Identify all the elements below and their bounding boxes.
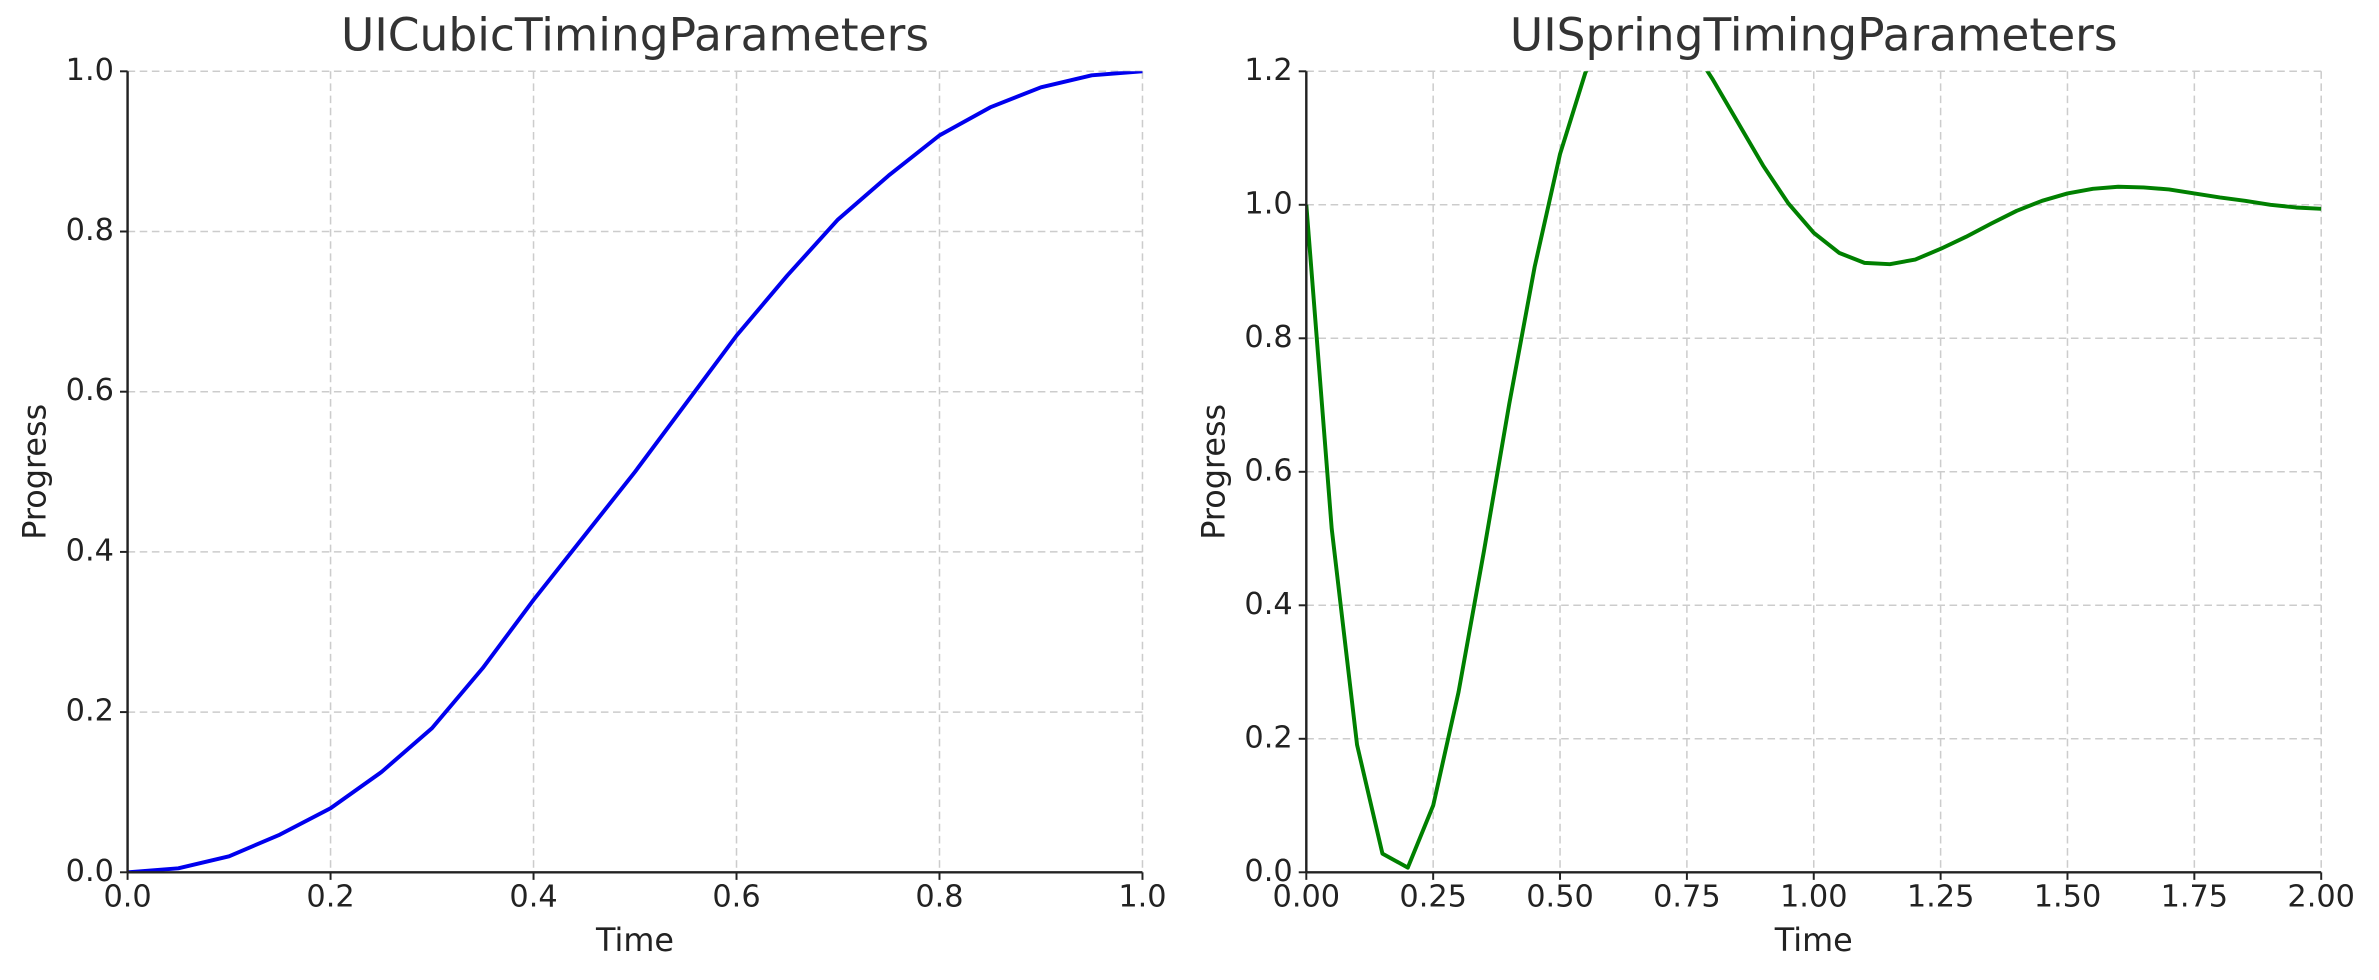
y-tick-label: 0.0	[66, 854, 114, 889]
chart: UISpringTimingParametersTimeProgress0.00…	[1194, 8, 2355, 959]
x-axis-label: Time	[595, 921, 674, 959]
y-tick-label: 0.2	[1244, 720, 1292, 755]
chart-title: UISpringTimingParameters	[1510, 8, 2118, 61]
x-tick-label: 2.00	[2287, 880, 2355, 915]
x-tick-label: 0.4	[509, 880, 557, 915]
y-tick-label: 1.0	[66, 53, 114, 88]
y-tick-label: 0.4	[66, 533, 114, 568]
x-tick-label: 0.2	[306, 880, 354, 915]
x-tick-label: 1.0	[1118, 880, 1166, 915]
x-tick-label: 1.25	[1907, 880, 1975, 915]
x-tick-label: 0.50	[1526, 880, 1594, 915]
y-tick-label: 0.4	[1244, 587, 1292, 622]
x-axis-label: Time	[1774, 921, 1853, 959]
x-tick-label: 0.25	[1399, 880, 1467, 915]
y-axis-label: Progress	[16, 404, 54, 540]
x-tick-label: 1.00	[1780, 880, 1848, 915]
x-tick-label: 1.50	[2034, 880, 2102, 915]
y-tick-label: 0.8	[1244, 320, 1292, 355]
x-tick-label: 0.0	[103, 880, 151, 915]
x-tick-label: 0.00	[1273, 880, 1341, 915]
line	[127, 71, 1143, 873]
y-axis-label: Progress	[1194, 404, 1232, 540]
y-tick-label: 0.6	[66, 373, 114, 408]
x-tick-label: 1.75	[2161, 880, 2229, 915]
y-tick-label: 1.2	[1244, 53, 1292, 88]
y-tick-label: 0.2	[66, 694, 114, 729]
x-tick-label: 0.75	[1653, 880, 1721, 915]
y-tick-label: 1.0	[1244, 186, 1292, 221]
line	[1306, 71, 2322, 870]
x-tick-label: 0.6	[712, 880, 760, 915]
chart-title: UICubicTimingParameters	[341, 8, 929, 61]
x-tick-label: 0.8	[915, 880, 963, 915]
y-tick-label: 0.0	[1244, 854, 1292, 889]
y-tick-label: 0.6	[1244, 453, 1292, 488]
y-tick-label: 0.8	[66, 213, 114, 248]
